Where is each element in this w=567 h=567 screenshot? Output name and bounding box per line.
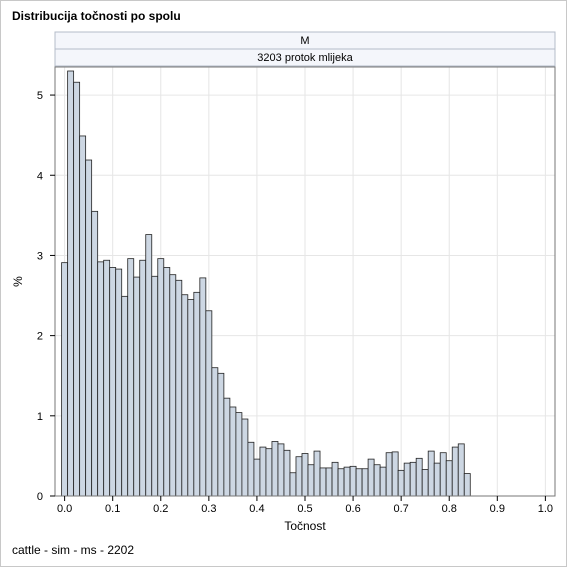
histogram-bar [355, 468, 363, 497]
histogram-bar [85, 159, 93, 497]
panel-header-label-1: M [300, 35, 309, 47]
histogram-bar [145, 234, 153, 497]
histogram-bar [307, 464, 315, 497]
histogram-bar [91, 210, 99, 497]
histogram-bar [301, 453, 309, 497]
histogram-bar [181, 294, 189, 497]
histogram-bar [229, 406, 237, 497]
histogram-bar [103, 259, 111, 497]
x-tick-label: 0.6 [345, 503, 360, 515]
panel-header-label-2: 3203 protok mlijeka [257, 52, 353, 64]
histogram-bar [109, 267, 117, 497]
histogram-bar [421, 469, 429, 497]
chart-title: Distribucija točnosti po spolu [12, 9, 181, 23]
histogram-bar [115, 268, 123, 497]
histogram-bar [349, 465, 357, 497]
histogram-bar [319, 467, 327, 497]
x-tick-label: 1.0 [538, 503, 553, 515]
histogram-bar [241, 418, 249, 497]
histogram-bar [187, 299, 195, 497]
histogram-bar [385, 452, 393, 497]
histogram-bar [133, 276, 141, 497]
histogram-bar [265, 448, 273, 497]
x-axis-ticks: 0.0 0.1 0.2 0.3 0.4 0.5 0.6 0.7 0.8 0.9 1.0 [57, 496, 553, 515]
histogram-bar [331, 461, 339, 497]
histogram-bar [289, 472, 297, 497]
panel-header-box-2 [54, 48, 556, 67]
x-tick-label: 0.7 [394, 503, 409, 515]
histogram-bar [463, 473, 471, 497]
histogram-bar [169, 274, 177, 497]
histogram-bar [199, 277, 207, 497]
histogram-bar [313, 450, 321, 497]
histogram-bar [175, 279, 183, 497]
histogram-bar [67, 70, 75, 497]
histogram-bar [343, 466, 351, 497]
x-tick-label: 0.1 [105, 503, 120, 515]
histogram-bar [61, 262, 69, 497]
histogram-bar [277, 443, 285, 497]
footnote: cattle - sim - ms - 2202 [12, 543, 135, 557]
histogram-bar [283, 449, 291, 497]
x-tick-label: 0.5 [297, 503, 312, 515]
histogram-bar [127, 258, 135, 497]
histogram-bar [247, 441, 255, 497]
histogram-bar [457, 443, 465, 497]
histogram-bar [139, 259, 147, 497]
histogram-bar [373, 464, 381, 497]
histogram-bar [151, 275, 159, 497]
x-tick-label: 0.2 [153, 503, 168, 515]
y-tick-label: 4 [37, 170, 43, 182]
histogram-bar [73, 81, 81, 497]
histogram-bar [403, 462, 411, 497]
x-axis-label: Točnost [284, 519, 326, 533]
histogram-bar [217, 372, 225, 497]
histogram-bar [223, 397, 231, 497]
histogram-bar [211, 367, 219, 497]
histogram-bar [235, 412, 243, 497]
y-tick-label: 0 [37, 491, 43, 503]
histogram-bar [451, 446, 459, 497]
histogram-bar [439, 452, 447, 497]
histogram-bar [157, 258, 165, 497]
histogram-bar [97, 261, 105, 497]
histogram-bar [409, 461, 417, 497]
histogram-bar [337, 468, 345, 497]
y-tick-label: 3 [37, 250, 43, 262]
histogram-bar [271, 441, 279, 497]
histogram-bar [259, 446, 267, 497]
histogram-bar [325, 467, 333, 497]
histogram-bar [295, 456, 303, 497]
histogram-bar [391, 451, 399, 497]
x-tick-label: 0.9 [490, 503, 505, 515]
histogram-bar [253, 458, 261, 497]
x-tick-label: 0.8 [442, 503, 457, 515]
histogram-bar [367, 458, 375, 497]
y-axis-label: % [11, 276, 25, 287]
histogram-bar [163, 267, 171, 497]
histogram-bar [427, 450, 435, 497]
y-tick-label: 2 [37, 331, 43, 343]
histogram-bar [121, 295, 129, 497]
histogram-bar [193, 291, 201, 497]
x-tick-label: 0.0 [57, 503, 72, 515]
histogram-bar [379, 466, 387, 497]
y-tick-label: 5 [37, 90, 43, 102]
panel-headers: M 3203 protok mlijeka [54, 31, 556, 67]
histogram-bar [361, 468, 369, 497]
histogram-bars [61, 70, 471, 497]
x-tick-label: 0.3 [201, 503, 216, 515]
histogram-bar [205, 310, 213, 497]
histogram-bar [397, 469, 405, 497]
histogram-bar [79, 135, 87, 497]
y-tick-label: 1 [37, 411, 43, 423]
histogram-bar [445, 460, 453, 497]
histogram-bar [433, 462, 441, 497]
x-tick-label: 0.4 [249, 503, 264, 515]
histogram-bar [415, 457, 423, 497]
y-axis-ticks: 0 1 2 3 4 5 [37, 90, 55, 503]
